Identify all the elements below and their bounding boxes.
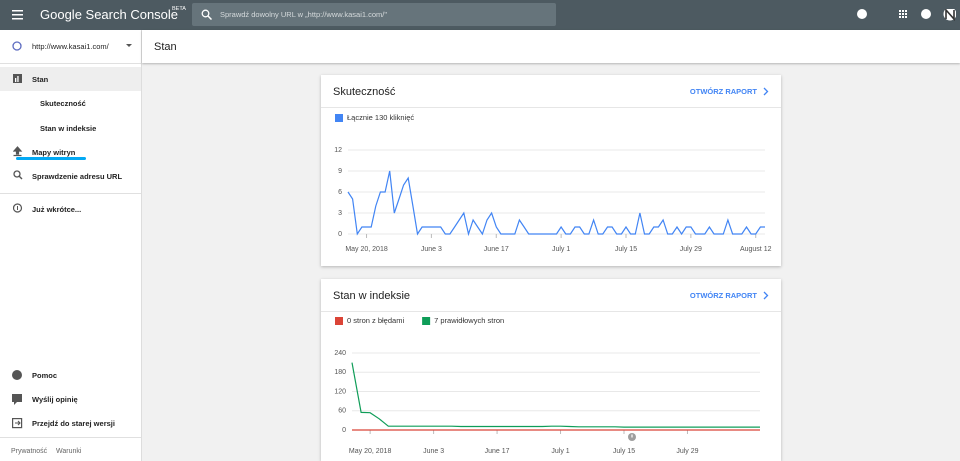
y-tick-label: 180: [334, 369, 346, 376]
y-tick-label: 240: [334, 350, 346, 357]
property-icon: [12, 41, 22, 51]
x-tick-label: July 29: [680, 246, 702, 253]
page-header: Stan: [142, 30, 960, 63]
divider: [321, 311, 781, 312]
legend-label: Łącznie 130 kliknięć: [347, 113, 414, 122]
x-tick-label: May 20, 2018: [345, 246, 388, 253]
legend-swatch: [335, 317, 343, 325]
y-tick-label: 0: [342, 427, 346, 434]
footer-link[interactable]: Warunki: [56, 448, 82, 455]
nav-item[interactable]: Sprawdzenie adresu URL: [32, 172, 123, 181]
chevron: [763, 87, 769, 96]
nav-item[interactable]: Skuteczność: [40, 99, 86, 108]
nav-icons: [13, 74, 23, 213]
nav-item[interactable]: Stan: [32, 75, 49, 84]
product-name: Google Search Console: [40, 7, 179, 22]
legend-swatch: [335, 114, 343, 122]
chart: 0 stron z błędami 7 prawidłowych stron 0 60…: [334, 316, 760, 455]
series-line: [347, 170, 765, 237]
page-title: Stan: [154, 41, 177, 53]
nav-item[interactable]: Już wkrótce...: [32, 205, 82, 214]
legend-swatch: [422, 317, 431, 325]
y-tick-label: 6: [338, 189, 342, 196]
nav-selected-bg: [0, 67, 141, 91]
search-box[interactable]: Sprawdź dowolny URL w „http://www.kasai1…: [192, 3, 556, 26]
x-tick-label: May 20, 2018: [349, 448, 392, 455]
x-tick-label: July 15: [615, 246, 637, 253]
y-tick-label: 9: [338, 168, 342, 175]
y-tick-label: 0: [338, 231, 342, 238]
y-tick-label: 120: [334, 388, 346, 395]
y-tick-label: 60: [338, 408, 346, 415]
x-tick-label: June 3: [423, 448, 444, 455]
report-link[interactable]: OTWÓRZ RAPORT: [689, 291, 757, 300]
divider: [0, 63, 141, 64]
card-title: Skuteczność: [333, 86, 396, 98]
beta-badge: BETA: [172, 6, 186, 12]
nav-item[interactable]: Mapy witryn: [32, 148, 76, 157]
top-icons[interactable]: [856, 9, 956, 23]
x-tick-label: July 1: [552, 246, 570, 253]
card: Stan w indeksie OTWÓRZ RAPORT 0 stron z …: [321, 279, 781, 461]
chevron: [763, 291, 769, 300]
divider: [321, 107, 781, 108]
card-title: Stan w indeksie: [333, 290, 411, 302]
card: Skuteczność OTWÓRZ RAPORT Łącznie 130 kl…: [321, 75, 781, 266]
footer-link[interactable]: Prywatność: [11, 448, 48, 455]
nav-item[interactable]: Stan w indeksie: [40, 124, 97, 133]
dropdown-arrow: [126, 44, 132, 47]
x-tick-label: July 1: [551, 448, 569, 455]
feedback-link[interactable]: Wyślij opinię: [32, 395, 78, 404]
report-link[interactable]: OTWÓRZ RAPORT: [689, 87, 757, 96]
sidebar: http://www.kasai1.com/ Stan Skuteczność …: [0, 30, 142, 461]
x-tick-label: June 3: [421, 246, 442, 253]
y-tick-label: 12: [334, 147, 342, 154]
y-tick-label: 3: [338, 210, 342, 217]
x-tick-label: July 29: [676, 448, 698, 455]
x-tick-label: August 12: [740, 246, 772, 253]
series-line: [351, 362, 760, 428]
x-tick-label: June 17: [485, 448, 510, 455]
legend-label: 0 stron z błędami: [347, 316, 404, 325]
x-tick-label: July 15: [613, 448, 635, 455]
legend-label: 7 prawidłowych stron: [434, 316, 504, 325]
annotation-glyph: [631, 434, 633, 438]
menu-icon[interactable]: [12, 9, 24, 21]
x-tick-label: June 17: [484, 246, 509, 253]
top-bar: Google Search Console BETA Sprawdź dowol…: [0, 0, 960, 30]
search-placeholder: Sprawdź dowolny URL w „http://www.kasai1…: [220, 10, 388, 19]
help-link[interactable]: Pomoc: [32, 371, 58, 380]
highlight-underline: [16, 157, 86, 160]
divider: [0, 437, 141, 438]
search-icon: [201, 9, 212, 20]
property-selector[interactable]: http://www.kasai1.com/: [32, 42, 109, 51]
chart: Łącznie 130 kliknięć 0 3 6 9 12 May 20, 2018 Ju…: [334, 113, 772, 253]
old-version-link[interactable]: Przejdź do starej wersji: [32, 419, 115, 428]
bottom-icons: [12, 370, 23, 429]
divider: [0, 193, 141, 194]
